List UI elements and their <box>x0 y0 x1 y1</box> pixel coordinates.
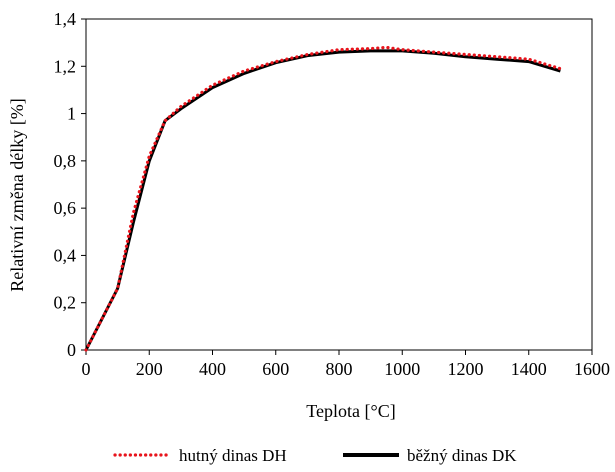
legend-label: běžný dinas DK <box>407 446 517 465</box>
y-tick-label: 0,6 <box>54 198 77 218</box>
x-tick-label: 800 <box>326 359 353 379</box>
x-tick-label: 1000 <box>384 359 420 379</box>
y-tick-label: 1 <box>67 104 76 124</box>
x-tick-label: 200 <box>136 359 163 379</box>
x-tick-label: 1200 <box>448 359 484 379</box>
y-tick-label: 0,8 <box>54 151 77 171</box>
series-line-dotted <box>84 45 563 352</box>
x-tick-label: 1400 <box>511 359 547 379</box>
legend-label: hutný dinas DH <box>179 446 287 465</box>
y-tick-label: 1,4 <box>54 9 77 29</box>
series-layer <box>84 45 563 352</box>
y-tick-label: 0,4 <box>54 245 77 265</box>
y-tick-label: 0 <box>67 340 76 360</box>
y-axis-label: Relativní změna délky [%] <box>7 98 27 291</box>
series-line-solid <box>84 49 561 351</box>
axes-layer: 0 200 400 600 800 1000 1200 1400 1600 0 0,2 0,4 0,6 0… <box>54 9 611 379</box>
x-axis-label: Teplota [°C] <box>306 401 395 421</box>
y-tick-label: 0,2 <box>54 293 77 313</box>
x-tick-label: 400 <box>199 359 226 379</box>
x-tick-label: 1600 <box>574 359 610 379</box>
legend: hutný dinas DH běžný dinas DK <box>113 446 517 465</box>
x-tick-label: 0 <box>82 359 91 379</box>
x-tick-label: 600 <box>262 359 289 379</box>
y-tick-label: 1,2 <box>54 56 77 76</box>
plot-area-frame <box>85 18 593 351</box>
